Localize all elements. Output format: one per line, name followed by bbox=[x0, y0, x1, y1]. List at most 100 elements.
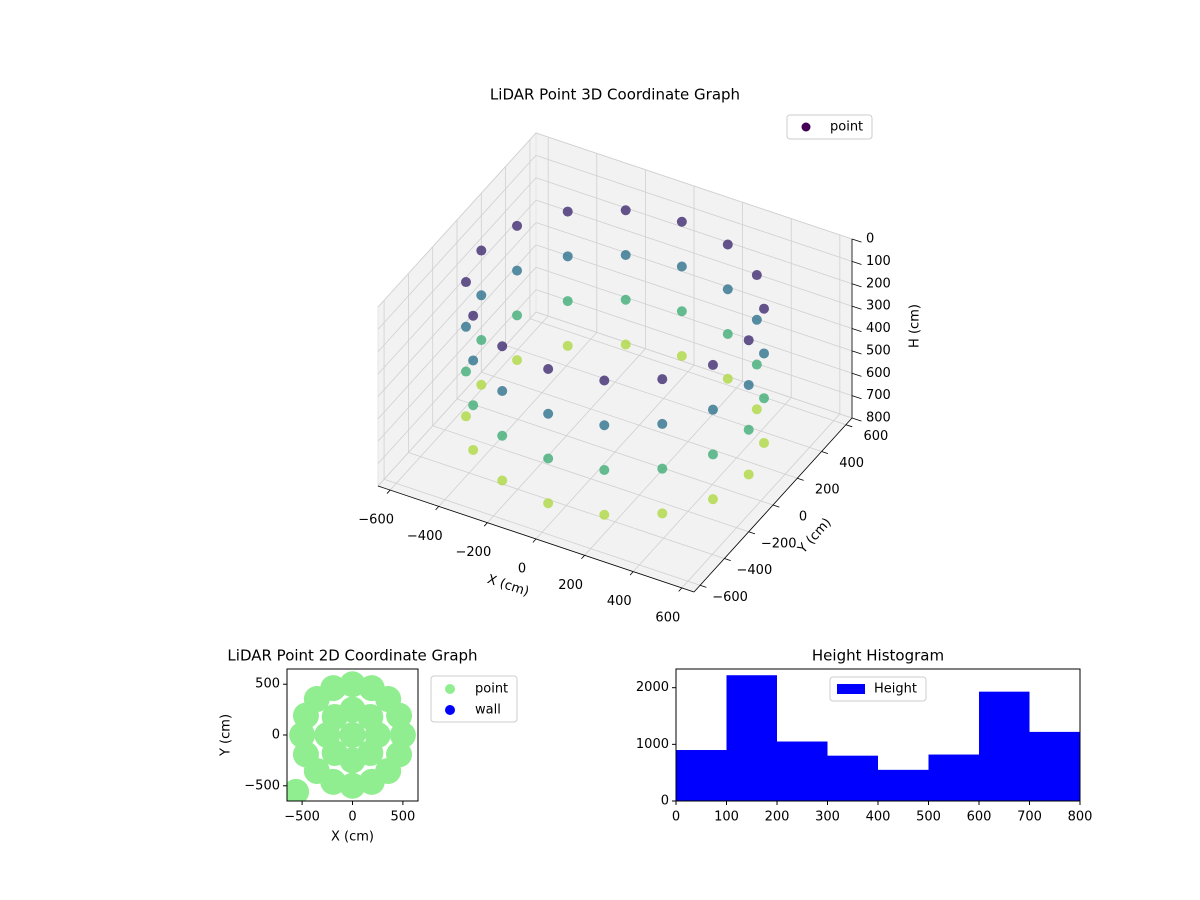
x-tick-label: 100 bbox=[714, 810, 739, 825]
x-tick-label: −500 bbox=[284, 810, 320, 825]
tick-mark bbox=[821, 451, 829, 454]
legend-label: Height bbox=[874, 682, 917, 697]
data-point bbox=[512, 265, 523, 276]
data-point bbox=[497, 475, 508, 486]
grid-line bbox=[535, 266, 853, 374]
y-tick-label: 500 bbox=[255, 677, 280, 692]
x-tick-label: 600 bbox=[655, 610, 680, 625]
tick-mark bbox=[748, 531, 756, 535]
grid-line bbox=[408, 452, 725, 559]
tick-mark bbox=[772, 504, 780, 508]
grid-line bbox=[377, 199, 537, 375]
data-point bbox=[289, 722, 316, 748]
data-point bbox=[751, 404, 762, 415]
tick-mark bbox=[386, 489, 391, 494]
y-tick-label: −200 bbox=[761, 536, 797, 551]
x-tick-label: −400 bbox=[407, 529, 443, 544]
histogram-bar bbox=[676, 750, 727, 801]
data-point bbox=[287, 778, 310, 801]
chart-title: LiDAR Point 3D Coordinate Graph bbox=[490, 86, 740, 104]
data-point bbox=[599, 420, 610, 431]
z-tick-label: 800 bbox=[866, 411, 891, 426]
data-point bbox=[759, 437, 770, 448]
x-tick-label: 500 bbox=[916, 810, 941, 825]
x-tick-label: 0 bbox=[348, 810, 356, 825]
legend-marker bbox=[801, 122, 811, 132]
grid-line bbox=[535, 289, 853, 397]
y-tick-label: 600 bbox=[864, 429, 889, 444]
grid-line bbox=[535, 199, 853, 307]
data-point bbox=[292, 702, 319, 729]
data-point bbox=[599, 509, 610, 520]
x-tick-label: 0 bbox=[672, 810, 680, 825]
data-point bbox=[468, 355, 479, 366]
grid-line bbox=[535, 154, 853, 262]
data-point bbox=[339, 671, 366, 698]
y-tick-label: 2000 bbox=[636, 680, 669, 695]
tick-mark bbox=[851, 350, 862, 355]
data-point bbox=[620, 205, 631, 216]
data-point bbox=[460, 277, 471, 288]
data-point bbox=[389, 722, 416, 748]
grid-line bbox=[377, 311, 537, 487]
grid-line bbox=[377, 132, 537, 308]
x-tick-label: 500 bbox=[390, 810, 415, 825]
data-point bbox=[543, 408, 554, 419]
data-point bbox=[460, 411, 471, 422]
tick-mark bbox=[532, 538, 537, 543]
data-point bbox=[707, 494, 718, 505]
data-point bbox=[722, 284, 733, 295]
data-point bbox=[743, 335, 754, 346]
y-tick-label: 0 bbox=[272, 728, 280, 743]
z-tick-label: 200 bbox=[866, 276, 891, 291]
data-point bbox=[386, 741, 413, 768]
legend-label: point bbox=[830, 120, 863, 135]
data-point bbox=[468, 310, 479, 321]
data-point bbox=[476, 335, 487, 346]
tick-mark bbox=[845, 424, 853, 428]
data-point bbox=[562, 251, 573, 262]
tick-mark bbox=[435, 506, 440, 511]
grid-line bbox=[535, 177, 853, 285]
x-tick-label: 200 bbox=[558, 578, 583, 593]
data-point bbox=[497, 430, 508, 441]
data-point bbox=[743, 379, 754, 390]
grid-line bbox=[383, 478, 701, 586]
data-point bbox=[476, 245, 487, 256]
tick-mark bbox=[851, 328, 862, 333]
x-tick-label: 400 bbox=[607, 594, 632, 609]
z-tick-label: 600 bbox=[866, 366, 891, 381]
grid-line bbox=[377, 244, 537, 420]
x-tick-label: 600 bbox=[967, 810, 992, 825]
data-point bbox=[460, 366, 471, 377]
y-axis-line bbox=[693, 417, 853, 593]
legend-box bbox=[430, 675, 518, 723]
x-tick-label: 0 bbox=[518, 562, 526, 577]
tick-mark bbox=[699, 584, 707, 588]
data-point bbox=[722, 373, 733, 384]
y-tick-label: 1000 bbox=[636, 737, 669, 752]
data-point bbox=[751, 270, 762, 281]
y-tick-label: 400 bbox=[839, 456, 864, 471]
data-point bbox=[657, 463, 668, 474]
grid-line bbox=[505, 345, 822, 452]
data-point bbox=[707, 449, 718, 460]
z-tick-label: 0 bbox=[866, 232, 874, 247]
data-point bbox=[543, 453, 554, 464]
legend-marker bbox=[445, 684, 455, 694]
y-tick-label: 0 bbox=[661, 794, 669, 809]
data-point bbox=[759, 348, 770, 359]
x-tick-label: 400 bbox=[866, 810, 891, 825]
histogram-bar bbox=[777, 741, 828, 801]
tick-mark bbox=[581, 555, 585, 560]
grid-line bbox=[377, 266, 537, 442]
histogram-bar bbox=[878, 769, 929, 801]
z-tick-label: 500 bbox=[866, 343, 891, 358]
tick-mark bbox=[851, 283, 862, 288]
data-point bbox=[468, 400, 479, 411]
data-point bbox=[722, 239, 733, 250]
data-point bbox=[743, 424, 754, 435]
data-point bbox=[743, 469, 754, 480]
data-point bbox=[512, 220, 523, 231]
